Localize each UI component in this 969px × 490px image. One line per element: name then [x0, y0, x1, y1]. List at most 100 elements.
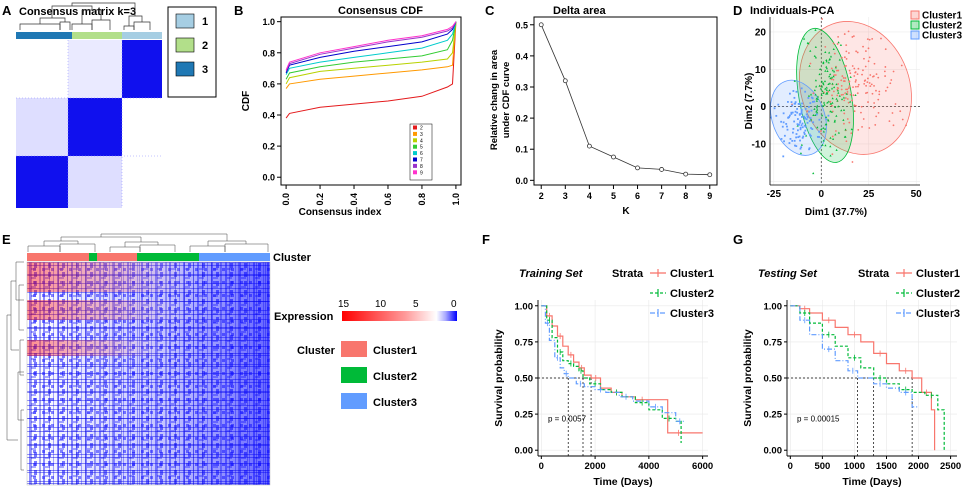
pca-point — [851, 161, 854, 163]
pca-point — [798, 135, 801, 138]
consensus-matrix — [16, 40, 162, 208]
pca-point — [808, 147, 811, 150]
y-axis-label: Dim2 (7.7%) — [744, 73, 755, 130]
pca-point — [837, 83, 840, 85]
y-tick-label: 0 — [760, 102, 766, 113]
pca-point — [803, 131, 806, 134]
expression-heatmap — [26, 261, 271, 486]
pca-point — [808, 110, 810, 113]
pca-point — [794, 114, 797, 116]
pca-point — [816, 95, 820, 98]
pca-point — [842, 80, 845, 83]
pca-point — [806, 116, 809, 119]
x-tick-label: 5 — [611, 191, 616, 201]
pca-point — [801, 126, 804, 129]
pca-point — [794, 144, 796, 147]
pca-point — [833, 119, 837, 122]
chart-title: Testing Set — [758, 268, 818, 280]
pca-point — [819, 67, 822, 70]
pca-point — [830, 104, 833, 107]
pca-point — [835, 83, 838, 86]
x-axis-label: Dim1 (37.7%) — [805, 207, 867, 218]
x-axis-label: Consensus index — [299, 207, 382, 218]
pca-point — [875, 89, 877, 92]
strata-legend-label: Cluster2 — [670, 288, 714, 300]
pca-point — [840, 84, 843, 87]
pca-point — [849, 93, 852, 96]
pca-point — [851, 99, 853, 102]
pca-point — [822, 130, 825, 133]
pca-point — [843, 56, 846, 59]
pca-point — [825, 59, 828, 62]
cdf-legend-label: 7 — [420, 158, 423, 164]
pca-point — [799, 126, 802, 129]
pca-point — [791, 111, 794, 114]
pca-point — [843, 33, 846, 35]
y-tick-label: 1.0 — [262, 17, 275, 27]
pca-point — [855, 79, 857, 81]
y-tick-label: 0.75 — [764, 337, 783, 348]
pca-point — [889, 82, 892, 85]
matrix-block-1 — [122, 40, 162, 98]
pca-point — [780, 120, 783, 123]
pca-point — [855, 85, 857, 88]
pca-point — [848, 85, 851, 88]
pca-point — [792, 127, 795, 130]
x-tick-label: -25 — [767, 189, 782, 200]
pca-point — [838, 58, 841, 61]
pca-point — [836, 99, 839, 102]
pca-point — [795, 90, 798, 93]
panel-letter-b: B — [234, 3, 243, 18]
pca-point — [829, 73, 832, 76]
x-tick-label: 25 — [863, 189, 875, 200]
pca-point — [837, 91, 840, 94]
pca-point — [813, 54, 816, 57]
pca-point — [836, 89, 840, 92]
pca-point — [829, 102, 832, 105]
pca-point — [803, 115, 806, 118]
pca-point — [796, 108, 799, 110]
pca-point — [823, 80, 827, 83]
pca-point — [825, 92, 828, 95]
pca-point — [837, 105, 840, 108]
pca-point — [799, 139, 801, 142]
pca-point — [878, 93, 881, 96]
pca-point — [793, 79, 796, 82]
pca-point — [790, 101, 793, 104]
pca-point — [812, 172, 815, 175]
pca-point — [808, 133, 811, 136]
cdf-line-k7 — [285, 21, 457, 74]
pca-point — [812, 92, 815, 95]
pca-point — [815, 106, 818, 109]
pca-point — [886, 86, 889, 89]
pca-point — [800, 143, 803, 146]
pca-point — [852, 35, 855, 37]
pca-point — [811, 97, 814, 100]
delta-point — [586, 143, 592, 149]
panel-letter-e: E — [2, 232, 11, 247]
pca-point — [823, 103, 826, 106]
pca-point — [865, 84, 867, 87]
pca-point — [822, 81, 825, 84]
pca-point — [811, 128, 814, 130]
cdf-line-k4 — [285, 21, 457, 85]
cdf-line-k2 — [285, 21, 457, 119]
pca-point — [808, 64, 811, 67]
pca-point — [796, 118, 799, 120]
pca-point — [824, 51, 827, 54]
cluster2-legend-label: Cluster2 — [373, 371, 417, 383]
pca-point — [874, 124, 877, 126]
pca-point — [834, 66, 837, 69]
pca-point — [871, 37, 874, 40]
pca-legend-label: Cluster3 — [922, 31, 962, 42]
panel-a: A Consensus matrix k=3 — [2, 2, 217, 208]
pca-point — [799, 147, 802, 150]
pca-point — [834, 74, 837, 76]
pca-point — [819, 87, 822, 90]
pca-point — [866, 81, 869, 84]
pca-point — [840, 109, 843, 112]
heatmap-cluster-legend: Cluster Cluster1 Cluster2 Cluster3 — [297, 341, 417, 409]
pca-point — [843, 99, 846, 102]
x-axis-label: Time (Days) — [842, 476, 901, 488]
